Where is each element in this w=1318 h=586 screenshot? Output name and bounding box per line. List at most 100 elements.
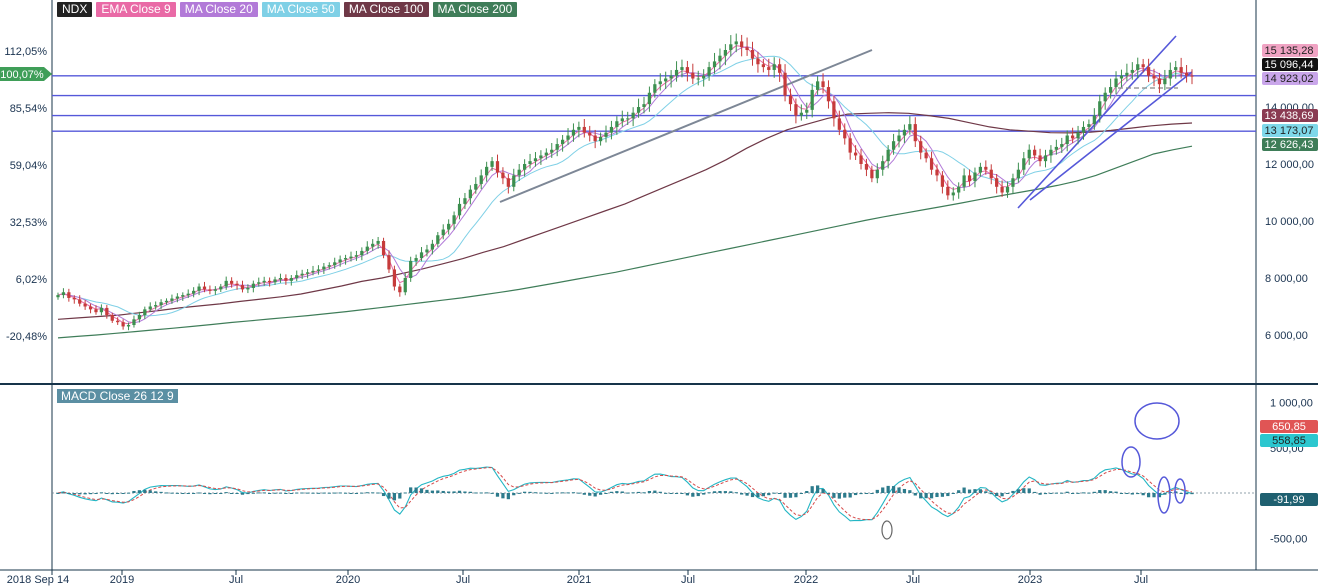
macd-histogram-bar — [799, 493, 803, 494]
macd-histogram-bar — [398, 493, 402, 499]
macd-histogram-bar — [311, 492, 315, 494]
ema9-line — [57, 45, 1193, 325]
candle-body — [398, 286, 402, 293]
percent-tick-label: 85,54% — [10, 103, 48, 115]
candle-body — [61, 292, 66, 296]
macd-histogram-bar — [1033, 491, 1037, 493]
candle-body — [447, 223, 451, 230]
macd-histogram-bar — [316, 492, 321, 494]
candle-body — [588, 132, 592, 136]
macd-histogram-bar — [289, 493, 293, 494]
candle-body — [680, 67, 684, 70]
candle-body — [740, 41, 744, 48]
percent-tick-label: 59,04% — [10, 160, 48, 172]
candle-body — [409, 260, 413, 278]
macd-label-box — [1260, 434, 1318, 447]
macd-histogram-bar — [924, 493, 928, 499]
macd-histogram-bar — [528, 491, 532, 493]
candle-body — [577, 126, 581, 130]
candle-body — [788, 95, 793, 105]
macd-histogram-bar — [560, 492, 565, 494]
candle-body — [343, 258, 348, 260]
macd-histogram-bar — [143, 489, 147, 493]
macd-label-text: 558,85 — [1272, 435, 1306, 447]
candle-body — [571, 129, 576, 136]
candle-body — [305, 272, 310, 274]
macd-histogram-bar — [267, 493, 272, 494]
macd-histogram-bar — [664, 492, 668, 494]
candle-body — [143, 309, 147, 316]
candle-body — [1033, 149, 1037, 156]
candle-body — [859, 155, 863, 164]
candle-body — [419, 252, 424, 259]
candle-body — [88, 306, 93, 310]
candle-body — [642, 104, 646, 107]
candle-body — [658, 81, 662, 85]
macd-histogram-bar — [626, 492, 630, 494]
candle-body — [539, 155, 543, 159]
macd-histogram-bar — [164, 492, 169, 494]
price-label-text: 12 626,43 — [1265, 139, 1314, 151]
candle-body — [1168, 69, 1172, 79]
legend-ma20: MA Close 20 — [179, 2, 258, 17]
macd-histogram-bar — [479, 492, 483, 494]
candle-body — [219, 286, 223, 290]
candle-body — [1022, 158, 1026, 170]
macd-histogram-bar — [56, 493, 60, 494]
percent-tick-label: -20,48% — [6, 331, 47, 343]
annotation-circle — [1134, 402, 1180, 440]
macd-histogram-bar — [1179, 493, 1183, 494]
candle-body — [843, 129, 847, 139]
candle-body — [230, 280, 234, 284]
candle-body — [159, 302, 163, 306]
macd-histogram-bar — [430, 490, 435, 493]
candle-body — [192, 290, 196, 294]
macd-histogram-bar — [1049, 492, 1053, 494]
macd-histogram-bar — [1136, 493, 1140, 495]
candle-body — [566, 135, 570, 140]
macd-label-box — [1260, 420, 1318, 433]
candle-body — [989, 169, 993, 179]
candle-body — [957, 186, 961, 193]
candle-body — [669, 75, 673, 79]
macd-histogram-bar — [425, 489, 429, 493]
time-tick-label: 2018 Sep 14 — [7, 574, 69, 586]
macd-histogram-bar — [788, 493, 793, 498]
macd-histogram-bar — [213, 493, 217, 494]
macd-histogram-bar — [1027, 488, 1031, 493]
candle-body — [512, 175, 516, 187]
candle-body — [338, 259, 342, 263]
macd-histogram-bar — [1022, 488, 1026, 493]
price-label-box — [1262, 124, 1318, 137]
macd-label-box — [1260, 493, 1318, 506]
candle-body — [246, 287, 250, 290]
legend-ema9: EMA Close 9 — [96, 2, 176, 17]
macd-histogram-bar — [734, 492, 738, 494]
macd-histogram-bar — [1098, 490, 1102, 493]
macd-histogram-bar — [186, 493, 190, 494]
macd-histogram-bar — [83, 493, 87, 495]
macd-histogram-bar — [349, 492, 353, 494]
macd-histogram-bar — [121, 493, 125, 494]
candle-body — [984, 166, 988, 170]
candle-body — [121, 322, 125, 327]
macd-histogram-bar — [712, 491, 717, 493]
macd-histogram-bar — [685, 493, 690, 496]
channel-lower-line — [1029, 71, 1193, 201]
macd-histogram-bar — [544, 492, 548, 494]
macd-histogram-bar — [257, 492, 261, 494]
candle-body — [316, 269, 321, 271]
macd-histogram-bar — [702, 493, 706, 495]
candle-body — [756, 58, 760, 65]
macd-histogram-bar — [571, 492, 576, 494]
macd-histogram-bar — [436, 490, 440, 493]
macd-histogram-bar — [376, 492, 380, 494]
candle-body — [609, 126, 614, 133]
macd-histogram-bar — [300, 492, 304, 494]
macd-histogram-bar — [995, 493, 999, 497]
macd-histogram-bar — [533, 492, 538, 494]
candle-body — [946, 186, 950, 196]
candle-body — [295, 275, 299, 278]
candle-body — [403, 278, 407, 293]
